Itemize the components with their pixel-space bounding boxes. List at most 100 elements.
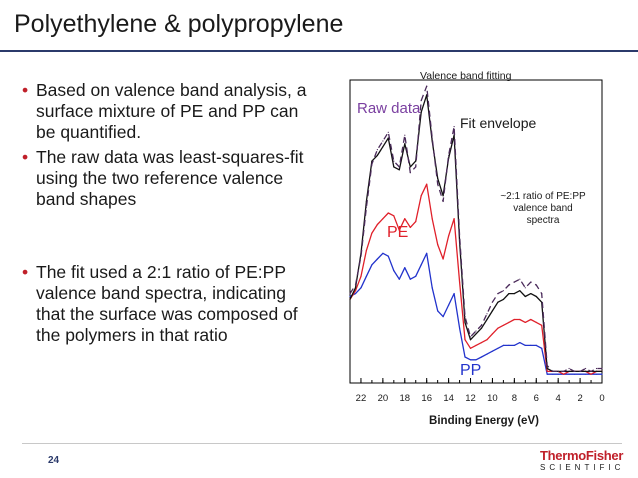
data-point <box>376 154 378 156</box>
data-point <box>469 336 472 338</box>
data-point <box>546 365 548 367</box>
data-point <box>541 324 543 326</box>
bullet-item: The raw data was least-squares-fit using… <box>22 147 312 210</box>
data-point <box>502 290 504 292</box>
ratio-note-line: spectra <box>527 215 560 226</box>
data-point <box>502 324 504 326</box>
x-tick-label: 4 <box>556 393 561 404</box>
data-point <box>437 183 439 185</box>
data-point <box>601 373 603 375</box>
x-axis-label: Binding Energy (eV) <box>429 415 539 427</box>
data-point <box>349 293 351 295</box>
data-point <box>387 255 389 257</box>
data-point <box>354 290 357 292</box>
data-point <box>382 140 384 142</box>
data-point <box>365 275 367 277</box>
data-point <box>491 301 493 303</box>
data-point <box>398 229 400 231</box>
data-point <box>491 310 493 312</box>
data-point <box>486 313 488 315</box>
x-axis-ticks: 22 20 18 16 14 12 10 8 6 4 2 0 <box>349 378 605 404</box>
data-point <box>453 126 455 128</box>
x-tick-label: 22 <box>356 393 367 404</box>
data-point <box>464 316 466 318</box>
chart-title: Valence band fitting <box>420 70 512 82</box>
data-point <box>409 172 411 174</box>
data-point <box>519 278 521 280</box>
data-point <box>524 287 526 289</box>
data-point <box>393 270 395 272</box>
data-point <box>480 342 483 344</box>
data-point <box>519 290 521 292</box>
data-point <box>354 284 357 286</box>
data-point <box>524 321 526 323</box>
data-point <box>376 258 378 260</box>
data-point <box>508 321 510 323</box>
data-point <box>480 327 483 329</box>
data-point <box>563 373 565 375</box>
data-point <box>448 154 450 156</box>
bullet-item: The fit used a 2:1 ratio of PE:PP valenc… <box>22 262 312 346</box>
data-point <box>469 339 472 341</box>
data-point <box>404 267 406 269</box>
data-point <box>376 149 378 151</box>
data-point <box>393 160 395 162</box>
data-point <box>426 183 428 185</box>
data-point <box>519 342 521 344</box>
data-point <box>398 169 400 171</box>
data-point <box>475 333 477 335</box>
x-tick-label: 16 <box>421 393 432 404</box>
data-point <box>404 218 406 220</box>
data-point <box>585 367 587 370</box>
bullet-list: Based on valence band analysis, a surfac… <box>22 80 312 350</box>
data-point <box>585 373 587 375</box>
series-line-pp <box>349 252 602 375</box>
bullet-item: Based on valence band analysis, a surfac… <box>22 80 312 143</box>
data-point <box>442 200 444 202</box>
data-point <box>420 111 422 113</box>
data-point <box>371 264 373 266</box>
data-point <box>601 367 603 370</box>
data-point <box>442 316 444 318</box>
x-tick-label: 8 <box>512 393 517 404</box>
pe-label: PE <box>387 224 408 241</box>
data-point <box>431 218 433 220</box>
data-point <box>552 373 554 375</box>
data-point <box>579 373 581 375</box>
data-point <box>524 344 526 346</box>
data-point <box>365 206 367 208</box>
data-point <box>513 293 515 295</box>
data-point <box>398 166 400 168</box>
data-point <box>574 370 576 372</box>
data-point <box>371 163 373 165</box>
data-point <box>595 367 598 370</box>
data-point <box>393 215 395 217</box>
ratio-note-line: valence band <box>513 203 573 214</box>
data-point <box>437 177 439 179</box>
data-point <box>595 370 598 372</box>
data-point <box>519 318 521 321</box>
data-point <box>426 252 428 254</box>
plot-frame <box>349 79 603 384</box>
data-point <box>459 327 461 329</box>
data-point <box>480 324 483 326</box>
logo-wordmark: ThermoFisher <box>540 448 624 463</box>
data-point <box>535 344 537 346</box>
data-point <box>497 327 499 329</box>
data-point <box>590 373 592 375</box>
data-point <box>546 367 548 370</box>
data-point <box>464 321 466 323</box>
data-point <box>508 284 510 286</box>
data-point <box>497 301 499 303</box>
data-point <box>398 278 400 280</box>
data-point <box>393 166 395 168</box>
data-point <box>426 85 428 87</box>
x-tick-label: 2 <box>577 393 582 404</box>
chart-labels: Raw data Fit envelope ~2:1 ratio of PE:PPv… <box>357 100 586 427</box>
data-point <box>415 160 417 162</box>
data-point <box>502 344 504 346</box>
data-point <box>431 137 433 139</box>
data-point <box>387 137 389 139</box>
data-point <box>563 370 565 372</box>
data-point <box>420 195 422 197</box>
